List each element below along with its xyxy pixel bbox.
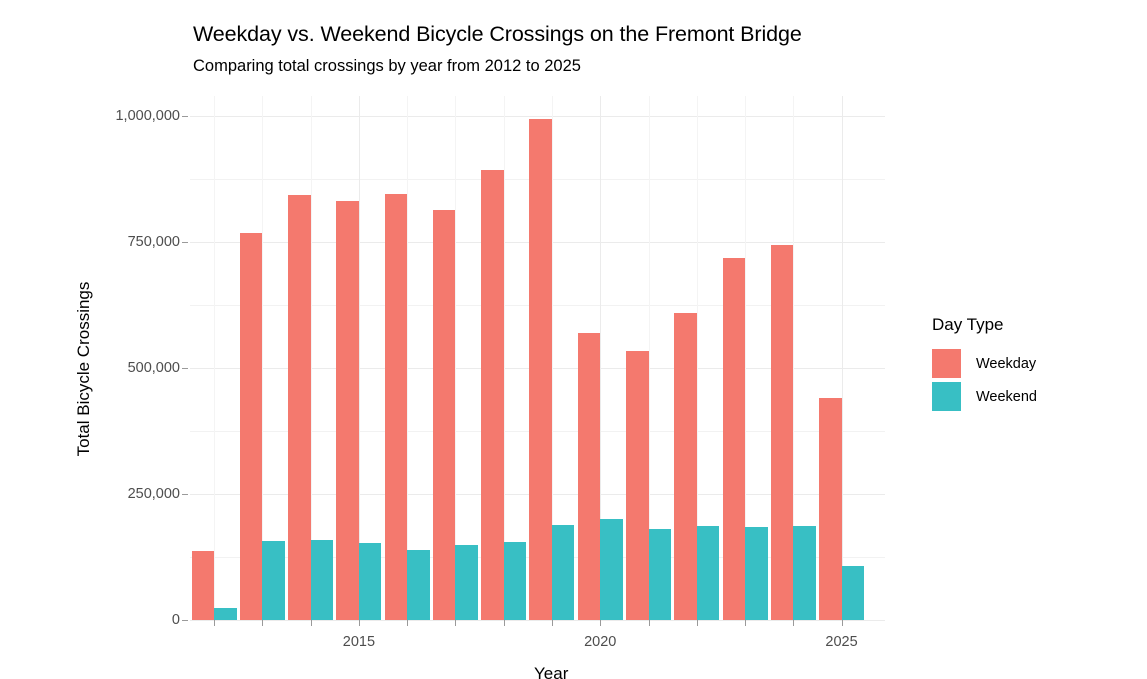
bar-weekday-2025 bbox=[819, 398, 842, 620]
gridline-vertical-major bbox=[841, 96, 843, 620]
bar-weekend-2013 bbox=[262, 541, 285, 620]
bar-weekend-2012 bbox=[214, 607, 237, 620]
x-tick-mark bbox=[262, 620, 264, 626]
bar-weekday-2022 bbox=[674, 313, 697, 620]
bar-weekend-2022 bbox=[696, 525, 720, 620]
bar-weekday-2019 bbox=[529, 118, 552, 620]
plot-panel bbox=[190, 96, 885, 621]
bar-weekday-2016 bbox=[384, 194, 408, 620]
y-tick-mark bbox=[182, 368, 188, 370]
bar-weekday-2017 bbox=[432, 209, 456, 620]
gridline-vertical-minor bbox=[262, 96, 264, 620]
y-tick-label: 500,000 bbox=[127, 360, 180, 377]
x-tick-mark bbox=[503, 620, 505, 626]
gridline-horizontal-major bbox=[190, 620, 885, 621]
gridline-vertical-major bbox=[600, 96, 602, 620]
legend-label: Weekend bbox=[976, 388, 1037, 405]
bar-weekday-2023 bbox=[722, 258, 746, 620]
bar-weekday-2014 bbox=[288, 195, 311, 620]
x-tick-mark bbox=[310, 620, 312, 626]
bar-weekend-2015 bbox=[358, 543, 382, 620]
bar-weekend-2020 bbox=[600, 518, 623, 620]
y-tick-mark bbox=[182, 242, 188, 244]
x-axis-title: Year bbox=[534, 664, 569, 679]
bar-weekend-2014 bbox=[310, 539, 334, 620]
bar-weekend-2017 bbox=[455, 545, 478, 620]
legend-title: Day Type bbox=[932, 315, 1004, 334]
bar-weekday-2024 bbox=[770, 245, 794, 620]
x-tick-label: 2020 bbox=[584, 634, 617, 650]
bar-weekday-2015 bbox=[336, 200, 359, 620]
legend-item-weekend[interactable]: Weekend bbox=[932, 380, 1122, 413]
legend-swatch-weekend bbox=[932, 382, 961, 411]
gridline-vertical-minor bbox=[214, 96, 216, 620]
x-tick-mark bbox=[793, 620, 795, 626]
bar-weekday-2013 bbox=[239, 232, 263, 620]
legend-label: Weekday bbox=[976, 355, 1037, 372]
gridline-vertical-minor bbox=[793, 96, 795, 620]
gridline-vertical-minor bbox=[455, 96, 457, 620]
y-axis-title: Total Bicycle Crossings bbox=[74, 281, 93, 457]
gridline-vertical-minor bbox=[551, 96, 553, 620]
x-tick-mark bbox=[455, 620, 457, 626]
x-tick-label: 2015 bbox=[342, 634, 376, 650]
gridline-vertical-minor bbox=[696, 96, 698, 620]
gridline-vertical-minor bbox=[310, 96, 312, 620]
bar-weekend-2025 bbox=[841, 565, 865, 620]
legend-entries: Weekday Weekend bbox=[932, 347, 1122, 413]
y-tick-mark bbox=[182, 116, 188, 118]
bar-weekday-2018 bbox=[481, 170, 504, 620]
bar-weekend-2019 bbox=[551, 524, 575, 620]
bar-weekend-2023 bbox=[745, 527, 768, 620]
bar-weekend-2018 bbox=[503, 542, 527, 620]
chart-subtitle: Comparing total crossings by year from 2… bbox=[193, 57, 581, 75]
bar-weekend-2024 bbox=[793, 525, 816, 620]
gridline-vertical-major bbox=[358, 96, 360, 620]
gridline-horizontal-major bbox=[190, 116, 885, 118]
y-tick-label: 250,000 bbox=[127, 486, 180, 503]
y-tick-label: 0 bbox=[171, 612, 180, 628]
x-tick-mark bbox=[745, 620, 747, 626]
bar-weekend-2021 bbox=[648, 529, 671, 620]
bar-weekday-2020 bbox=[577, 332, 601, 620]
x-tick-mark bbox=[600, 620, 602, 626]
x-tick-mark bbox=[214, 620, 216, 626]
y-axis-ticks: 0 250,000 500,000 750,000 1,000,000 bbox=[96, 96, 180, 628]
gridline-vertical-minor bbox=[745, 96, 747, 620]
bar-weekday-2012 bbox=[191, 550, 215, 620]
y-tick-label: 1,000,000 bbox=[115, 108, 180, 125]
gridline-vertical-minor bbox=[648, 96, 650, 620]
bar-weekend-2016 bbox=[407, 550, 430, 620]
x-tick-mark bbox=[841, 620, 843, 626]
x-tick-mark bbox=[407, 620, 409, 626]
legend-swatch-weekday bbox=[932, 349, 961, 378]
x-tick-mark bbox=[551, 620, 553, 626]
legend: Day Type Weekday Weekend bbox=[932, 315, 1122, 413]
x-tick-label: 2025 bbox=[825, 634, 858, 650]
gridline-vertical-minor bbox=[407, 96, 409, 620]
x-tick-mark bbox=[696, 620, 698, 626]
y-tick-mark bbox=[182, 494, 188, 496]
x-tick-mark bbox=[648, 620, 650, 626]
x-tick-mark bbox=[358, 620, 360, 626]
bar-weekday-2021 bbox=[626, 350, 649, 620]
y-tick-mark bbox=[182, 620, 188, 621]
y-tick-label: 750,000 bbox=[127, 234, 180, 251]
legend-item-weekday[interactable]: Weekday bbox=[932, 347, 1122, 380]
chart-title: Weekday vs. Weekend Bicycle Crossings on… bbox=[193, 22, 802, 46]
gridline-vertical-minor bbox=[503, 96, 505, 620]
